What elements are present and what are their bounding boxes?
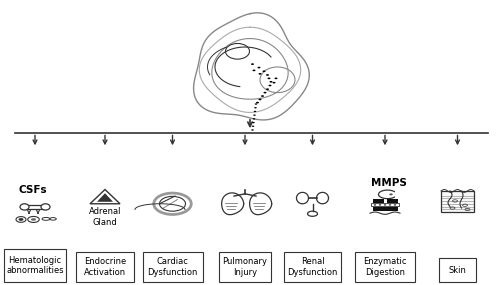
Ellipse shape bbox=[258, 99, 262, 100]
Ellipse shape bbox=[254, 114, 256, 116]
Ellipse shape bbox=[379, 204, 382, 206]
Ellipse shape bbox=[255, 103, 257, 105]
Bar bbox=[386, 199, 398, 203]
Ellipse shape bbox=[274, 78, 278, 79]
Bar bbox=[24, 205, 46, 209]
Ellipse shape bbox=[41, 204, 50, 210]
Ellipse shape bbox=[20, 204, 29, 210]
Ellipse shape bbox=[266, 88, 269, 90]
Ellipse shape bbox=[18, 218, 24, 221]
Ellipse shape bbox=[268, 85, 272, 86]
Bar bbox=[439, 258, 476, 282]
Ellipse shape bbox=[262, 70, 266, 72]
Ellipse shape bbox=[268, 78, 270, 79]
Ellipse shape bbox=[252, 70, 256, 71]
Ellipse shape bbox=[272, 82, 276, 84]
Bar bbox=[372, 207, 398, 211]
Ellipse shape bbox=[252, 125, 254, 127]
Bar bbox=[371, 203, 399, 206]
Text: CSFs: CSFs bbox=[18, 185, 47, 195]
Bar bbox=[4, 249, 66, 282]
Text: Endocrine
Activation: Endocrine Activation bbox=[84, 257, 126, 277]
Text: Renal
Dysfunction: Renal Dysfunction bbox=[288, 257, 338, 277]
Ellipse shape bbox=[252, 129, 254, 131]
Bar bbox=[76, 252, 134, 282]
Ellipse shape bbox=[253, 118, 256, 120]
Text: Cardiac
Dysfunction: Cardiac Dysfunction bbox=[148, 257, 198, 277]
Ellipse shape bbox=[270, 81, 272, 83]
Bar bbox=[355, 252, 415, 282]
Ellipse shape bbox=[258, 67, 260, 68]
Ellipse shape bbox=[254, 107, 257, 108]
Ellipse shape bbox=[264, 92, 266, 93]
Ellipse shape bbox=[256, 102, 259, 103]
Ellipse shape bbox=[258, 73, 262, 75]
Ellipse shape bbox=[389, 194, 393, 196]
Bar bbox=[441, 191, 474, 212]
Bar bbox=[284, 252, 341, 282]
Ellipse shape bbox=[374, 204, 376, 206]
Text: Adrenal
Gland: Adrenal Gland bbox=[89, 207, 121, 227]
Text: Hematologic
abnormalities: Hematologic abnormalities bbox=[6, 256, 64, 276]
Text: Skin: Skin bbox=[448, 266, 466, 274]
Ellipse shape bbox=[389, 204, 391, 206]
Ellipse shape bbox=[252, 122, 255, 123]
Ellipse shape bbox=[394, 204, 396, 206]
Text: Pulmonary
Injury: Pulmonary Injury bbox=[222, 257, 268, 277]
Bar bbox=[372, 199, 384, 203]
Ellipse shape bbox=[251, 63, 254, 65]
Ellipse shape bbox=[266, 74, 269, 76]
Text: Enzymatic
Digestion: Enzymatic Digestion bbox=[363, 257, 407, 277]
Bar bbox=[219, 252, 271, 282]
Ellipse shape bbox=[31, 218, 36, 221]
Ellipse shape bbox=[261, 95, 264, 97]
Bar bbox=[142, 252, 203, 282]
Ellipse shape bbox=[384, 204, 386, 206]
Ellipse shape bbox=[254, 111, 256, 112]
Polygon shape bbox=[97, 193, 113, 202]
Text: MMPS: MMPS bbox=[371, 178, 407, 188]
